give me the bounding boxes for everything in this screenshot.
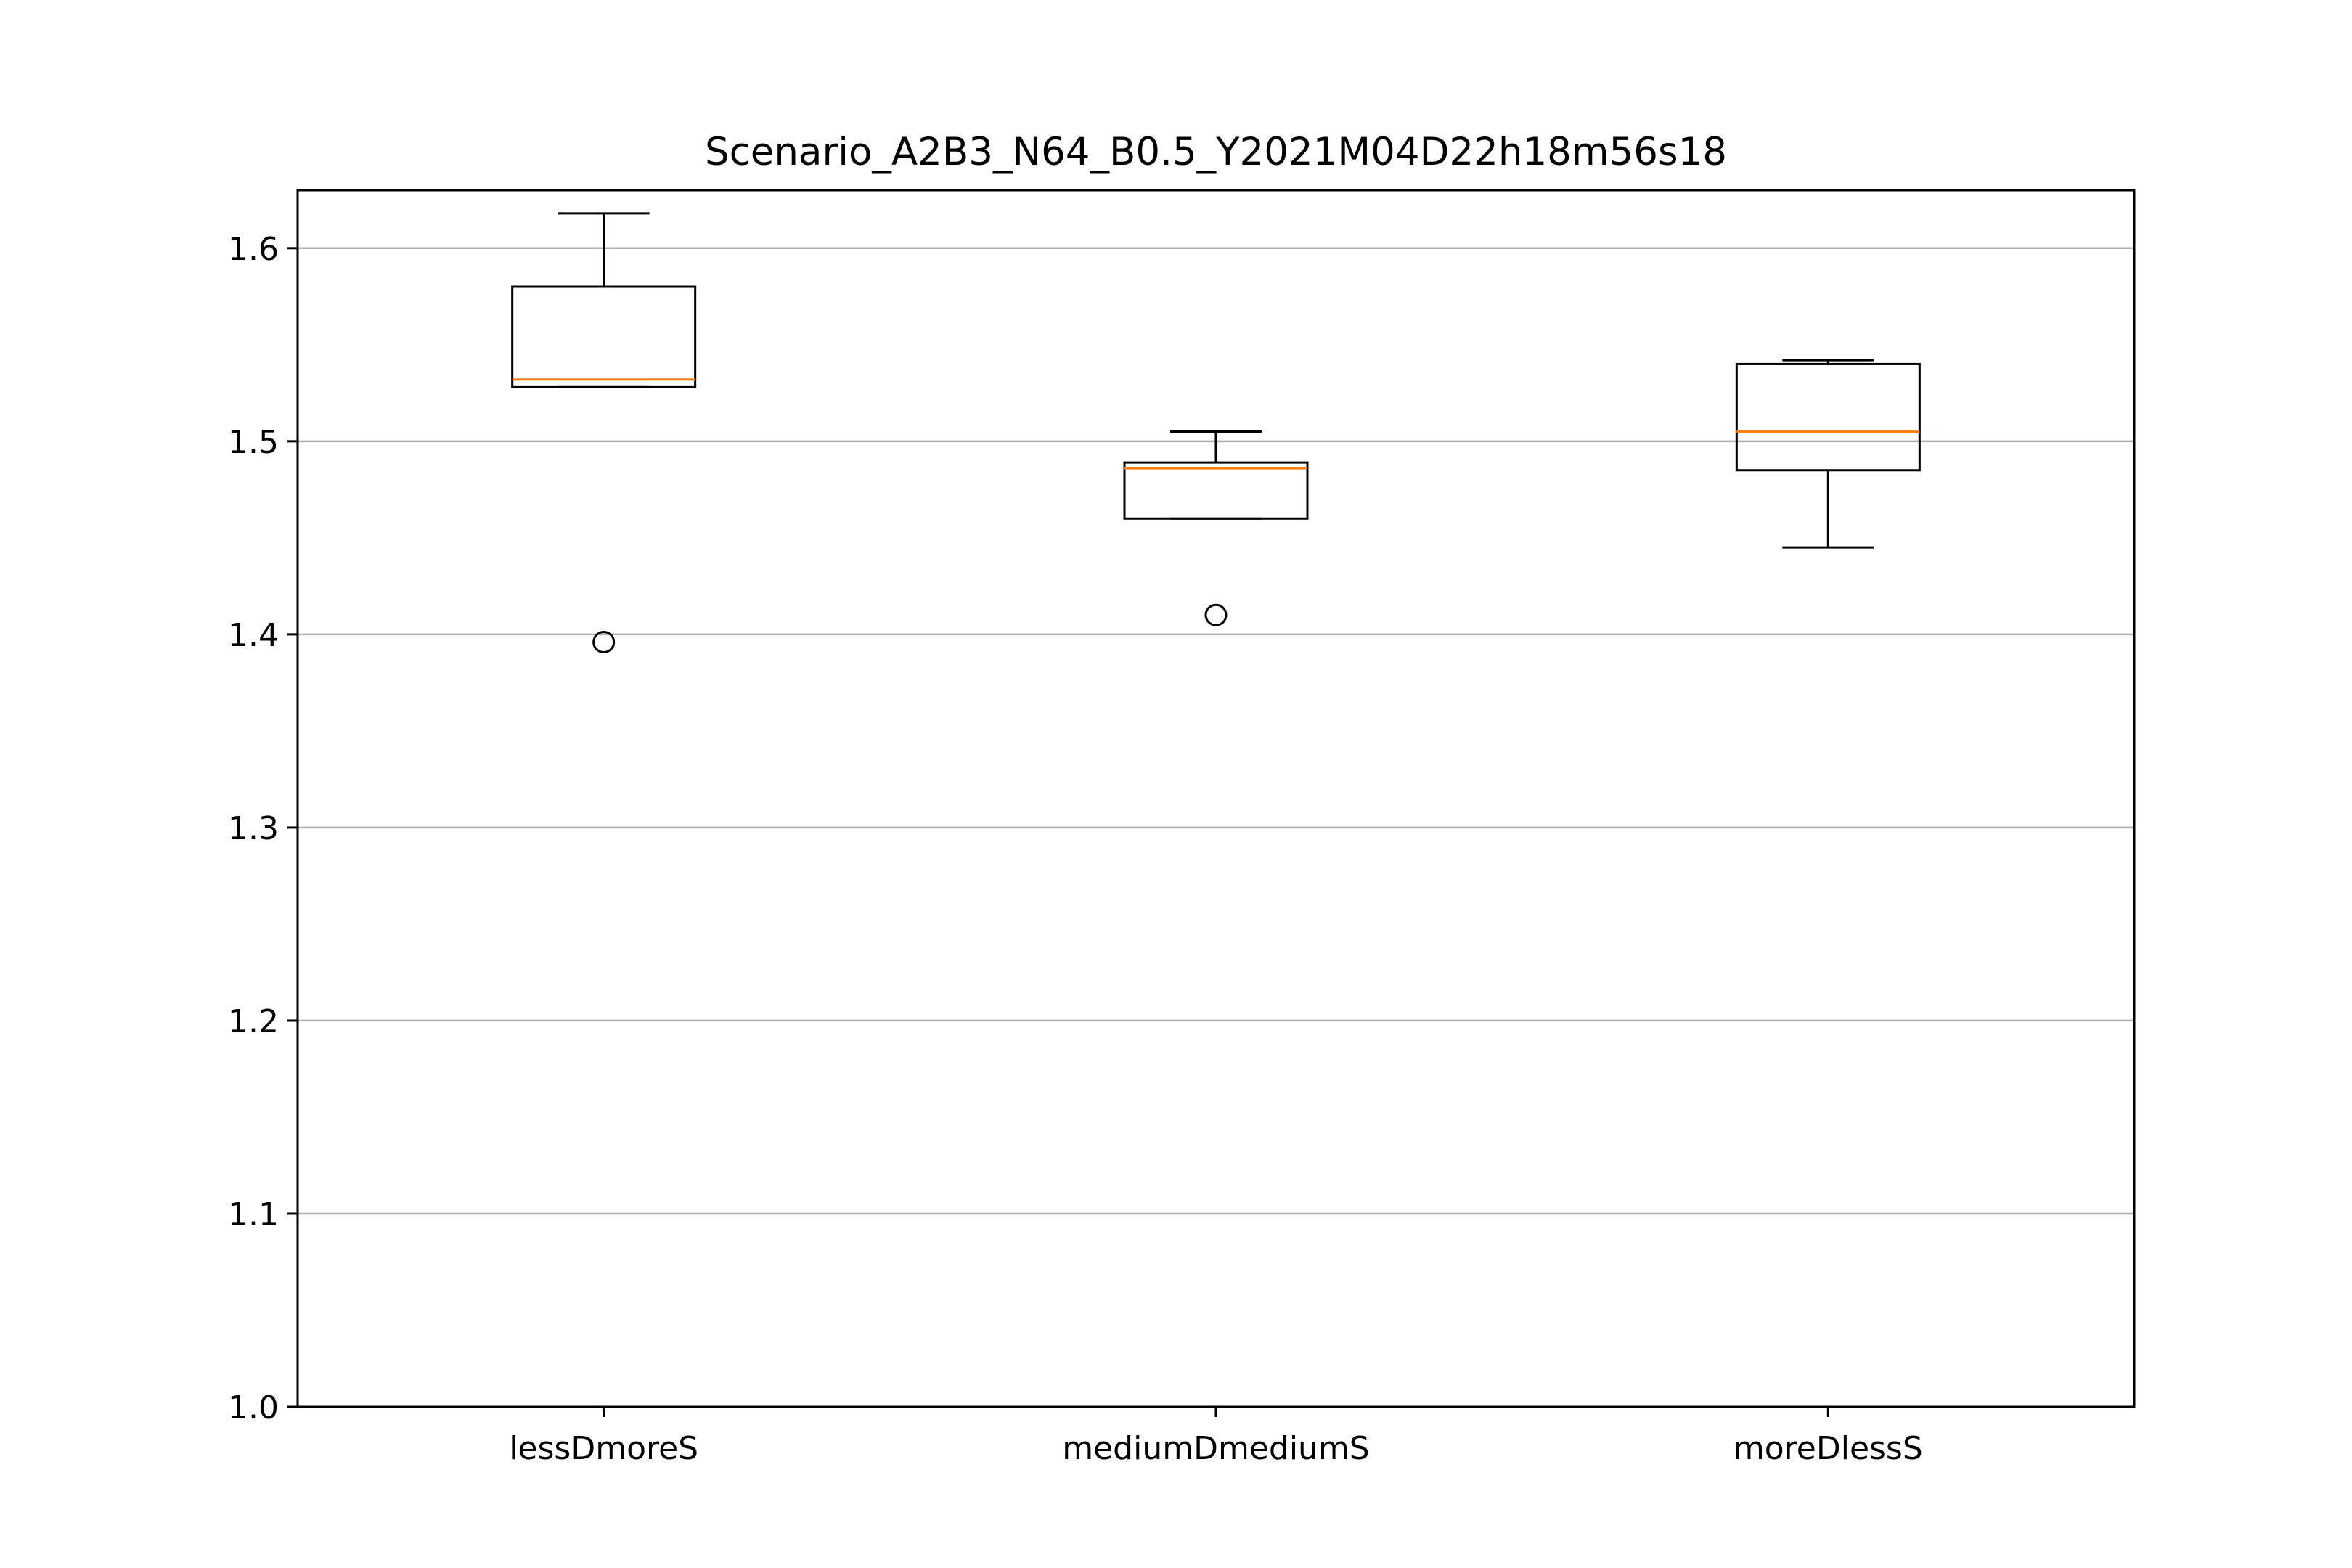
boxes [511,212,1921,654]
chart-title: Scenario_A2B3_N64_B0.5_Y2021M04D22h18m56… [705,130,1727,174]
outlier-point [1204,603,1228,626]
y-tick-label: 1.1 [228,1196,279,1233]
axes: 1.0 1.1 1.2 1.3 1.4 1.5 1.6 lessDmoreS mediumDme… [228,231,1923,1467]
x-tick-label: lessDmoreS [509,1430,698,1467]
box-mediumDmediumS [1123,430,1309,626]
outlier-point [592,631,616,654]
y-tick-label: 1.4 [228,617,279,654]
x-tick-label: moreDlessS [1734,1430,1923,1467]
y-tick-label: 1.3 [228,810,279,847]
y-tick-label: 1.0 [228,1389,279,1426]
iqr-box [1735,362,1921,472]
y-tick-label: 1.2 [228,1003,279,1040]
iqr-box [511,285,697,388]
y-tick-label: 1.6 [228,231,279,268]
iqr-box [1123,461,1309,520]
box-moreDlessS [1735,359,1921,549]
box-lessDmoreS [511,212,697,654]
x-tick-label: mediumDmediumS [1062,1430,1369,1467]
y-tick-label: 1.5 [228,424,279,461]
